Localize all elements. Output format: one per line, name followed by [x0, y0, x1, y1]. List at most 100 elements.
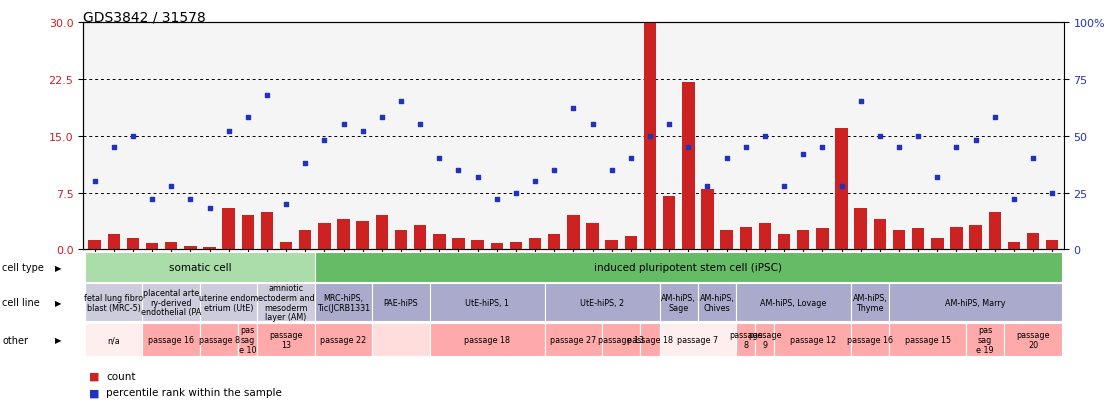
Bar — [1027, 233, 1039, 250]
Bar — [184, 246, 196, 250]
Bar — [146, 244, 158, 250]
Point — [929, 174, 946, 180]
Point — [316, 138, 334, 144]
Point — [584, 122, 602, 128]
Bar — [394, 231, 408, 250]
Bar — [756, 323, 774, 356]
Text: percentile rank within the sample: percentile rank within the sample — [106, 387, 283, 397]
Text: passage 16: passage 16 — [848, 335, 893, 344]
Bar — [759, 223, 771, 250]
Bar — [774, 323, 851, 356]
Point — [258, 92, 276, 99]
Bar — [257, 323, 315, 356]
Text: AM-hiPS,
Chives: AM-hiPS, Chives — [699, 293, 735, 312]
Point — [488, 197, 505, 203]
Point — [890, 145, 907, 151]
Bar — [510, 242, 522, 250]
Point — [105, 145, 123, 151]
Point — [392, 99, 410, 106]
Text: count: count — [106, 371, 136, 381]
Point — [201, 206, 218, 212]
Point — [143, 197, 161, 203]
Text: passage 22: passage 22 — [320, 335, 367, 344]
Bar — [644, 23, 656, 250]
Text: passage 27: passage 27 — [551, 335, 596, 344]
Text: MRC-hiPS,
Tic(JCRB1331: MRC-hiPS, Tic(JCRB1331 — [317, 293, 370, 312]
Bar — [931, 239, 944, 250]
Point — [986, 115, 1004, 121]
Text: passage 16: passage 16 — [148, 335, 194, 344]
Point — [219, 128, 237, 135]
Bar — [529, 239, 542, 250]
Bar — [701, 189, 714, 250]
Point — [545, 167, 563, 174]
Bar — [337, 220, 350, 250]
Text: passage
9: passage 9 — [748, 330, 781, 349]
Bar — [797, 231, 810, 250]
Bar — [720, 231, 732, 250]
Bar — [199, 284, 257, 321]
Text: UtE-hiPS, 1: UtE-hiPS, 1 — [465, 298, 510, 307]
Text: UtE-hiPS, 2: UtE-hiPS, 2 — [581, 298, 624, 307]
Bar — [85, 252, 315, 282]
Text: AM-hiPS,
Sage: AM-hiPS, Sage — [661, 293, 696, 312]
Bar — [1004, 323, 1061, 356]
Bar — [567, 216, 579, 250]
Point — [794, 151, 812, 158]
Point — [411, 122, 429, 128]
Point — [1024, 156, 1042, 162]
Point — [642, 133, 659, 140]
Text: ■: ■ — [89, 371, 99, 381]
Point — [813, 145, 831, 151]
Point — [124, 133, 142, 140]
Text: AM-hiPS, Lovage: AM-hiPS, Lovage — [760, 298, 827, 307]
Bar — [126, 239, 140, 250]
Bar — [659, 323, 736, 356]
Text: amniotic
ectoderm and
mesoderm
layer (AM): amniotic ectoderm and mesoderm layer (AM… — [258, 283, 315, 322]
Point — [871, 133, 889, 140]
Bar — [1007, 242, 1020, 250]
Text: somatic cell: somatic cell — [168, 262, 232, 273]
Bar — [203, 248, 216, 250]
Bar — [143, 284, 199, 321]
Bar — [854, 208, 866, 250]
Bar — [625, 236, 637, 250]
Bar — [85, 284, 143, 321]
Point — [737, 145, 755, 151]
Text: AM-hiPS, Marry: AM-hiPS, Marry — [945, 298, 1006, 307]
Bar — [851, 323, 890, 356]
Point — [947, 145, 965, 151]
Point — [852, 99, 870, 106]
Bar — [107, 235, 120, 250]
Point — [660, 122, 678, 128]
Bar — [545, 323, 602, 356]
Point — [335, 122, 352, 128]
Bar — [835, 129, 848, 250]
Bar — [640, 323, 659, 356]
Bar — [85, 323, 143, 356]
Text: placental arte
ry-derived
endothelial (PA: placental arte ry-derived endothelial (P… — [141, 288, 202, 317]
Text: passage 15: passage 15 — [904, 335, 951, 344]
Point — [565, 106, 583, 112]
Point — [526, 178, 544, 185]
Text: passage 13: passage 13 — [598, 335, 644, 344]
Text: pas
sag
e 19: pas sag e 19 — [976, 325, 994, 354]
Bar — [89, 241, 101, 250]
Bar — [199, 323, 238, 356]
Point — [622, 156, 639, 162]
Bar — [238, 323, 257, 356]
Text: PAE-hiPS: PAE-hiPS — [383, 298, 419, 307]
Bar — [471, 241, 484, 250]
Bar — [659, 284, 698, 321]
Point — [450, 167, 468, 174]
Text: pas
sag
e 10: pas sag e 10 — [239, 325, 257, 354]
Point — [679, 145, 697, 151]
Point — [756, 133, 773, 140]
Bar — [966, 323, 1004, 356]
Bar — [433, 235, 445, 250]
Text: uterine endom
etrium (UtE): uterine endom etrium (UtE) — [199, 293, 258, 312]
Point — [182, 197, 199, 203]
Text: ▶: ▶ — [55, 263, 62, 272]
Text: ■: ■ — [89, 387, 99, 397]
Text: passage 12: passage 12 — [790, 335, 835, 344]
